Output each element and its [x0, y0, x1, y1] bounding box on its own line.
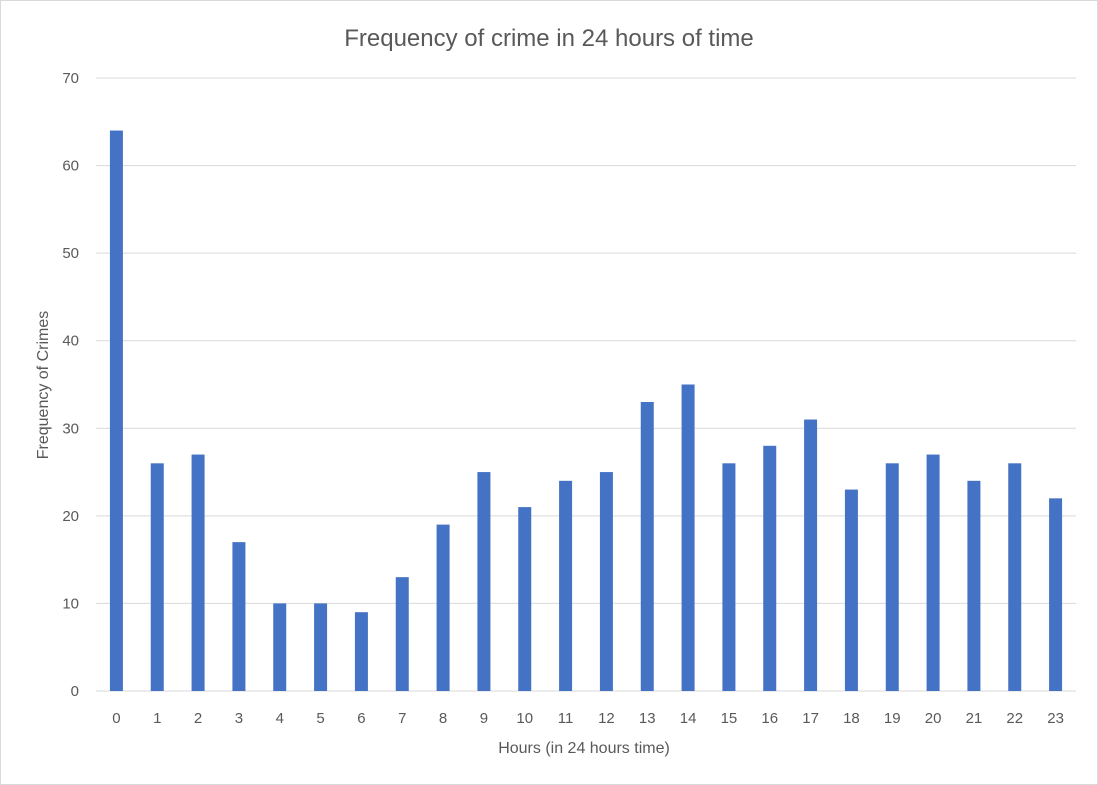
x-axis-ticks: 0 1 2 3 4 5 6 7 8 9 10 11 12 13 14 15 16 17 18 19 20 21 22 23: [112, 710, 1064, 727]
y-tick-label: 30: [62, 420, 79, 437]
x-tick-label: 0: [112, 710, 120, 727]
bar-hour-23: [1049, 498, 1063, 691]
x-tick-label: 3: [235, 710, 243, 727]
x-tick-label: 14: [680, 710, 697, 727]
bar-hour-14: [681, 384, 695, 691]
x-tick-label: 13: [639, 710, 656, 727]
bar-hour-5: [314, 603, 328, 691]
bar-hour-12: [599, 472, 613, 691]
x-tick-label: 18: [843, 710, 860, 727]
bar-hour-2: [191, 454, 205, 691]
x-tick-label: 4: [276, 710, 284, 727]
bar-hour-4: [273, 603, 287, 691]
x-tick-label: 20: [925, 710, 942, 727]
x-tick-label: 12: [598, 710, 615, 727]
x-tick-label: 5: [316, 710, 324, 727]
x-tick-label: 22: [1006, 710, 1023, 727]
x-tick-label: 2: [194, 710, 202, 727]
x-tick-label: 19: [884, 710, 901, 727]
x-tick-label: 1: [153, 710, 161, 727]
x-tick-label: 6: [357, 710, 365, 727]
y-tick-label: 40: [62, 333, 79, 350]
x-tick-label: 7: [398, 710, 406, 727]
x-tick-label: 21: [966, 710, 983, 727]
bar-hour-3: [232, 542, 246, 691]
bar-hour-20: [926, 454, 940, 691]
bar-hour-10: [518, 507, 532, 691]
bar-hour-0: [109, 130, 123, 692]
bar-hour-6: [354, 612, 368, 691]
bar-hour-7: [395, 577, 409, 691]
bar-hour-13: [640, 402, 654, 691]
bar-hour-15: [722, 463, 736, 691]
gridlines: [96, 77, 1076, 692]
x-tick-label: 9: [480, 710, 488, 727]
bar-hour-17: [804, 419, 818, 691]
y-tick-label: 0: [71, 683, 79, 700]
y-tick-label: 20: [62, 508, 79, 525]
x-tick-label: 17: [802, 710, 819, 727]
y-tick-label: 50: [62, 245, 79, 262]
chart-title: Frequency of crime in 24 hours of time: [344, 25, 754, 52]
bars: [109, 130, 1063, 692]
x-tick-label: 15: [721, 710, 738, 727]
bar-hour-22: [1008, 463, 1022, 691]
x-tick-label: 16: [761, 710, 778, 727]
bar-hour-19: [885, 463, 899, 691]
bar-hour-21: [967, 480, 981, 691]
x-tick-label: 11: [558, 710, 574, 727]
y-tick-label: 70: [62, 70, 79, 87]
x-axis-title: Hours (in 24 hours time): [498, 740, 670, 757]
y-axis-ticks: 0 10 20 30 40 50 60 70: [62, 70, 79, 700]
bar-hour-16: [763, 445, 777, 691]
x-tick-label: 23: [1047, 710, 1064, 727]
bar-hour-18: [844, 489, 858, 691]
y-axis-title: Frequency of Crimes: [35, 311, 52, 460]
bar-hour-9: [477, 472, 491, 691]
y-tick-label: 10: [62, 595, 79, 612]
bar-hour-11: [559, 480, 573, 691]
bar-hour-8: [436, 524, 450, 691]
y-tick-label: 60: [62, 158, 79, 175]
bar-hour-1: [150, 463, 164, 691]
x-tick-label: 8: [439, 710, 447, 727]
x-tick-label: 10: [516, 710, 533, 727]
